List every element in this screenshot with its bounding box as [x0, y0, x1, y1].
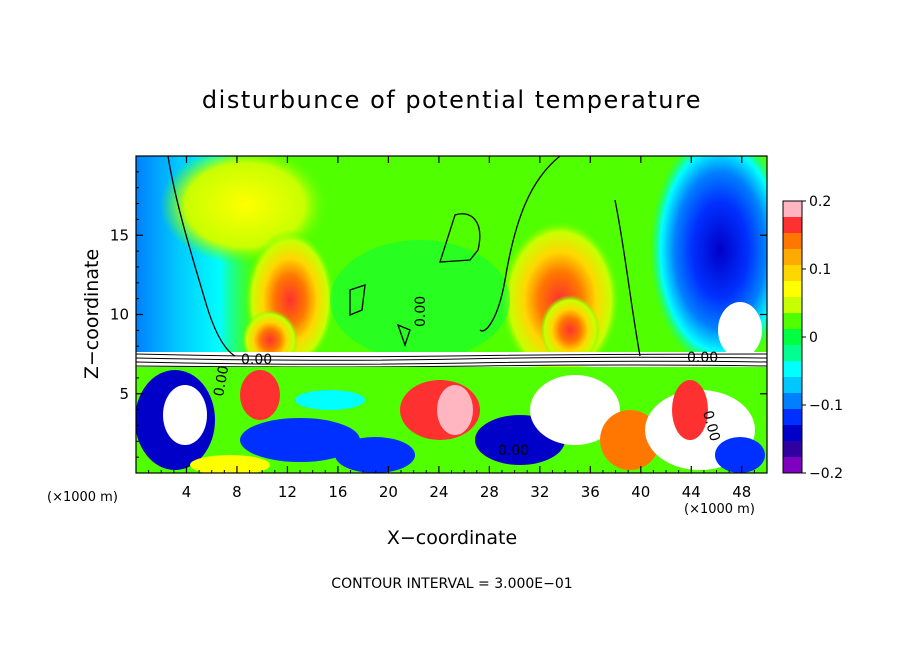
colorbar: 0.2 0.1 0 −0.1 −0.2 [782, 194, 843, 482]
colorbar-swatch [783, 393, 802, 410]
heatmap-field [136, 156, 767, 473]
colorbar-tick-label: −0.2 [809, 466, 843, 482]
colorbar-swatch [783, 217, 802, 234]
x-axis-title: X−coordinate [386, 527, 518, 549]
colorbar-tick-label: 0.2 [809, 194, 831, 210]
colorbar-swatch [783, 249, 802, 266]
colorbar-swatch [783, 201, 802, 218]
colorbar-swatch [783, 233, 802, 250]
x-tick-label: 8 [232, 483, 242, 501]
colorbar-swatch [783, 345, 802, 362]
contour-label: 0.00 [687, 350, 718, 366]
contour-label: 0.00 [699, 409, 723, 443]
y-tick-label: 10 [110, 306, 129, 324]
colorbar-swatch [783, 457, 802, 474]
x-axis: 4 8 12 16 20 24 28 32 36 40 44 48 [148, 156, 755, 501]
x-tick-label: 48 [732, 483, 751, 501]
x-tick-label: 40 [631, 483, 650, 501]
x-tick-label: 44 [682, 483, 701, 501]
colorbar-swatch [783, 409, 802, 426]
colorbar-swatch [783, 297, 802, 314]
contour-label: 0.00 [498, 443, 529, 459]
colorbar-swatch [783, 329, 802, 346]
contour-label: 0.00 [241, 352, 272, 368]
chart-title: disturbunce of potential temperature [201, 86, 703, 114]
colorbar-tick-label: 0 [809, 330, 818, 346]
x-tick-label: 16 [328, 483, 347, 501]
contour-label: 0.00 [413, 296, 429, 327]
contour-label: 0.00 [211, 364, 232, 397]
x-unit-label: (×1000 m) [684, 502, 755, 517]
x-tick-label: 12 [278, 483, 297, 501]
y-tick-label: 15 [110, 226, 129, 244]
colorbar-swatch [783, 377, 802, 394]
colorbar-tick-label: 0.1 [809, 262, 831, 278]
y-axis-title: Z−coordinate [81, 248, 103, 380]
x-tick-label: 32 [530, 483, 549, 501]
colorbar-swatch [783, 441, 802, 458]
colorbar-swatch [783, 425, 802, 442]
colorbar-swatch [783, 265, 802, 282]
x-tick-label: 28 [480, 483, 499, 501]
colorbar-swatch [783, 313, 802, 330]
x-unit-label: (×1000 m) [47, 490, 118, 505]
x-tick-label: 24 [429, 483, 448, 501]
y-axis: 5 10 15 [110, 171, 767, 458]
colorbar-swatch [783, 281, 802, 298]
colorbar-tick-label: −0.1 [809, 398, 843, 414]
x-tick-label: 36 [581, 483, 600, 501]
x-tick-label: 20 [379, 483, 398, 501]
x-tick-label: 4 [182, 483, 192, 501]
colorbar-swatch [783, 361, 802, 378]
contour-interval-note: CONTOUR INTERVAL = 3.000E−01 [331, 576, 573, 592]
y-tick-label: 5 [119, 385, 129, 403]
